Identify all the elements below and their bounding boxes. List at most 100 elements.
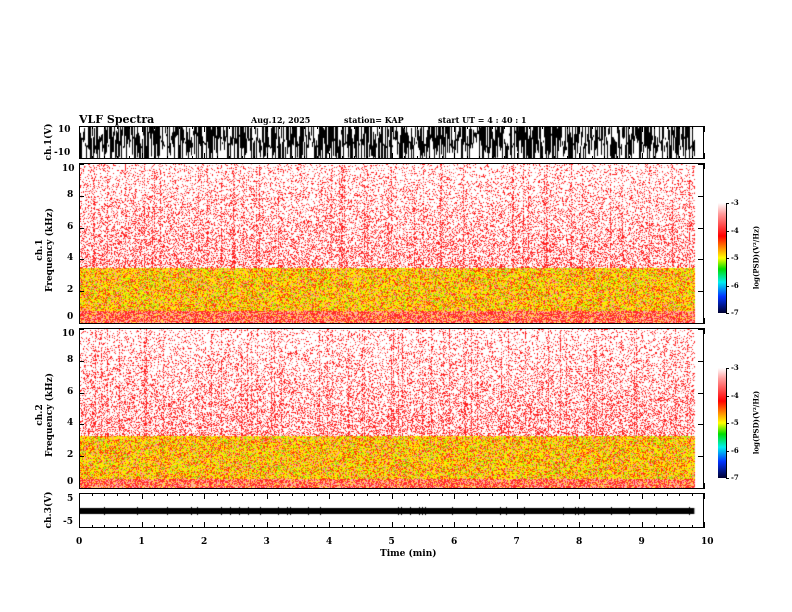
x-tick [79, 493, 80, 499]
date-label: Aug.12, 2025 [251, 115, 311, 125]
x-tick [79, 126, 80, 132]
x-tick [704, 493, 705, 499]
x-tick [79, 153, 80, 159]
ch1-spec-ylabel-top: ch.1 [35, 239, 45, 261]
y-tick [79, 323, 84, 324]
y-tick-label: 8 [67, 189, 74, 200]
ch3-ytick: 5 [67, 494, 74, 504]
y-tick [79, 456, 84, 458]
ch3-waveform-trace [80, 494, 703, 527]
x-tick [704, 318, 705, 324]
colorbar-tick [726, 258, 729, 259]
x-tick [79, 522, 80, 528]
x-tick [704, 483, 705, 489]
y-tick-label: 4 [67, 418, 74, 429]
y-tick [79, 360, 84, 362]
colorbar-tick-label: -3 [731, 198, 739, 207]
y-tick [79, 392, 84, 394]
colorbar-tick-label: -5 [731, 253, 739, 262]
y-tick-label: 4 [67, 253, 74, 264]
ch1-waveform-trace [80, 127, 703, 158]
y-tick [698, 259, 703, 261]
y-tick [79, 488, 84, 489]
y-tick-label: 8 [67, 354, 74, 365]
x-tick [704, 126, 705, 132]
colorbar-tick-label: -6 [731, 445, 739, 455]
y-tick [698, 323, 703, 324]
x-tick [79, 163, 80, 169]
y-tick [698, 488, 703, 489]
y-tick [698, 456, 703, 458]
y-tick-label: 10 [62, 164, 75, 174]
x-tick-label: 9 [638, 537, 645, 547]
colorbar-tick [726, 395, 729, 397]
x-tick-label: 0 [76, 537, 83, 547]
x-tick [704, 522, 705, 528]
colorbar-tick [726, 368, 729, 369]
colorbar-tick [726, 313, 729, 314]
colorbar-tick-label: -7 [731, 473, 739, 482]
colorbar-2 [718, 368, 726, 478]
colorbar-tick [726, 478, 729, 479]
figure-title: VLF Spectra [79, 113, 155, 126]
x-tick [704, 328, 705, 334]
colorbar-label: log(PSD)(V²/Hz) [751, 390, 761, 455]
y-tick [79, 195, 84, 197]
colorbar-tick [726, 423, 729, 424]
x-tick-label: 5 [388, 537, 395, 547]
y-tick [698, 360, 703, 362]
y-tick [698, 329, 703, 330]
colorbar-tick [726, 230, 729, 232]
colorbar-tick-label: -5 [731, 418, 739, 427]
y-tick [698, 195, 703, 197]
x-tick [79, 483, 80, 489]
x-tick [79, 318, 80, 324]
y-tick [79, 291, 84, 293]
ch1-spectrogram-image [80, 164, 703, 323]
x-tick-label: 6 [451, 537, 458, 547]
y-tick [698, 424, 703, 426]
y-tick-label: 2 [67, 450, 74, 461]
y-tick [79, 259, 84, 261]
colorbar-label: log(PSD)(V²/Hz) [751, 225, 761, 290]
x-tick-label: 10 [701, 537, 714, 547]
ch2-spec-ylabel-bottom: Frequency (kHz) [45, 373, 55, 458]
y-tick-label: 0 [67, 312, 74, 322]
x-tick-label: 8 [576, 537, 583, 547]
y-tick [79, 424, 84, 426]
start-time-label: start UT = 4 : 40 : 1 [438, 115, 527, 125]
ch1-spec-ylabel-bottom: Frequency (kHz) [45, 208, 55, 293]
y-tick-label: 6 [67, 221, 74, 232]
colorbar-tick-label: -6 [731, 280, 739, 290]
y-tick [698, 392, 703, 394]
ch1-ylabel: ch.1(V) [44, 123, 54, 161]
colorbar-tick [726, 450, 729, 452]
ch3-ytick: -5 [63, 517, 73, 527]
colorbar-tick [726, 203, 729, 204]
y-tick [79, 164, 84, 165]
y-tick-label: 0 [67, 477, 74, 487]
y-tick [698, 291, 703, 293]
x-tick-label: 3 [263, 537, 270, 547]
x-tick-label: 4 [326, 537, 333, 547]
y-tick [79, 329, 84, 330]
y-tick [79, 227, 84, 229]
y-tick-label: 6 [67, 386, 74, 397]
colorbar-tick-label: -3 [731, 363, 739, 372]
ch3-ylabel: ch.3(V) [44, 491, 54, 529]
x-tick-label: 1 [138, 537, 145, 547]
colorbar-tick-label: -4 [731, 390, 739, 400]
x-tick [704, 163, 705, 169]
x-tick-label: 7 [513, 537, 520, 547]
colorbar-tick-label: -7 [731, 308, 739, 317]
colorbar-tick-label: -4 [731, 225, 739, 235]
y-tick [698, 227, 703, 229]
ch2-spec-ylabel-top: ch.2 [35, 404, 45, 426]
y-tick [698, 164, 703, 165]
station-label: station= KAP [344, 115, 404, 125]
colorbar-tick [726, 285, 729, 287]
x-tick [79, 328, 80, 334]
y-tick-label: 10 [62, 329, 75, 339]
ch2-spectrogram-image [80, 329, 703, 488]
